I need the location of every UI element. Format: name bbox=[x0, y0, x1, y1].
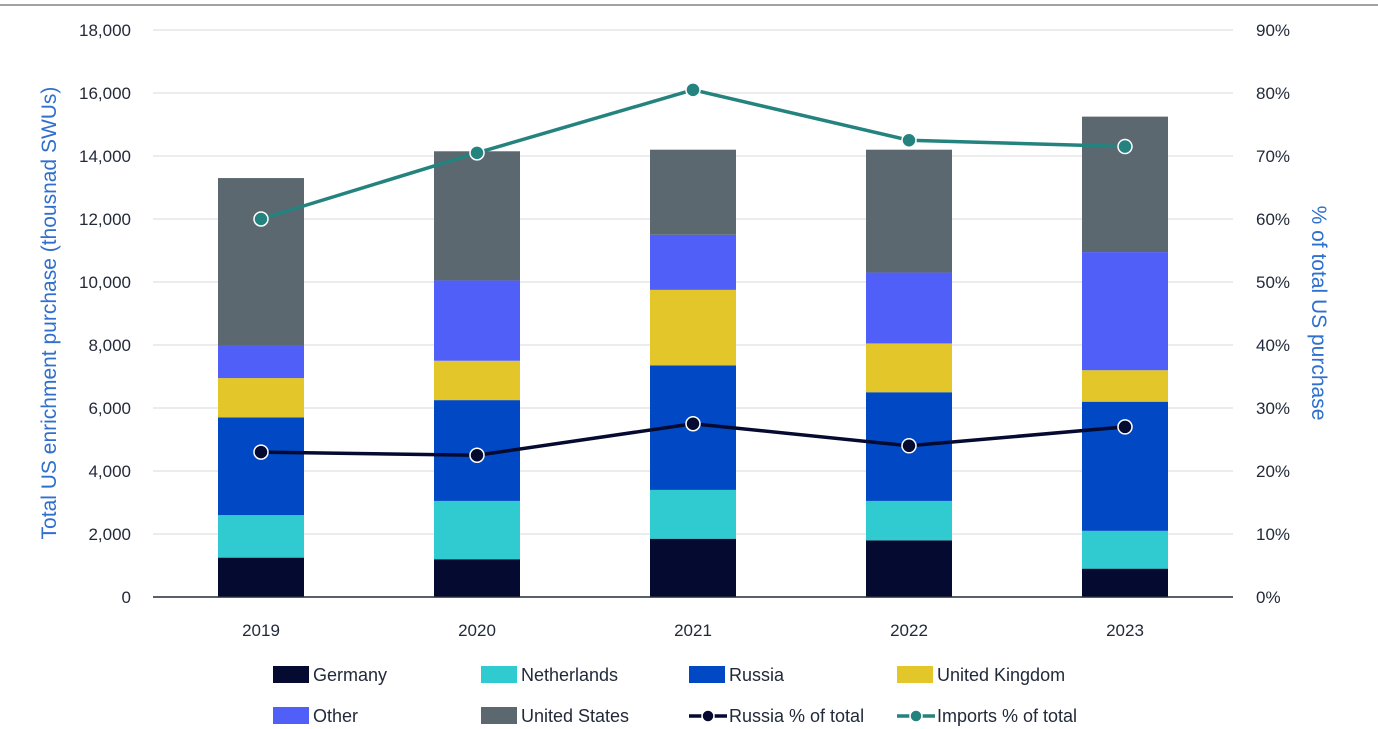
bar-segment-united-kingdom bbox=[1082, 370, 1168, 402]
bar-segment-united-states bbox=[1082, 116, 1168, 253]
bar-segment-netherlands bbox=[650, 489, 736, 539]
y2-tick-label: 90% bbox=[1256, 21, 1290, 40]
point-imports-of-total bbox=[253, 211, 269, 227]
bar-segment-germany bbox=[650, 538, 736, 597]
legend-label-netherlands: Netherlands bbox=[521, 665, 618, 685]
bar-segment-united-kingdom bbox=[866, 343, 952, 393]
right-y-axis-title: % of total US purchase bbox=[1307, 206, 1330, 421]
y-tick-label: 12,000 bbox=[79, 210, 131, 229]
y2-tick-label: 10% bbox=[1256, 525, 1290, 544]
legend-label-united-states: United States bbox=[521, 706, 629, 726]
point-imports-of-total bbox=[469, 145, 485, 161]
line-series bbox=[253, 82, 1133, 463]
y-tick-label: 8,000 bbox=[88, 336, 131, 355]
x-tick-label: 2023 bbox=[1106, 621, 1144, 640]
point-russia-of-total bbox=[1117, 419, 1133, 435]
bar-segment-other bbox=[434, 280, 520, 361]
legend-label-germany: Germany bbox=[313, 665, 387, 685]
bar-segment-other bbox=[866, 272, 952, 344]
x-tick-label: 2020 bbox=[458, 621, 496, 640]
point-russia-of-total bbox=[685, 416, 701, 432]
bar-segment-germany bbox=[218, 557, 304, 597]
y2-tick-label: 80% bbox=[1256, 84, 1290, 103]
x-tick-label: 2021 bbox=[674, 621, 712, 640]
bar-segment-united-states bbox=[434, 151, 520, 281]
legend-swatch-russia bbox=[689, 666, 725, 683]
point-russia-of-total bbox=[901, 438, 917, 454]
bar-segment-united-kingdom bbox=[434, 360, 520, 401]
legend-swatch-united-kingdom bbox=[897, 666, 933, 683]
x-tick-label: 2022 bbox=[890, 621, 928, 640]
y2-tick-label: 50% bbox=[1256, 273, 1290, 292]
y-tick-label: 4,000 bbox=[88, 462, 131, 481]
bar-segment-germany bbox=[1082, 568, 1168, 597]
y-tick-label: 0 bbox=[122, 588, 131, 607]
point-russia-of-total bbox=[253, 444, 269, 460]
bar-segment-netherlands bbox=[434, 500, 520, 560]
legend-marker-imports-of-total bbox=[909, 709, 923, 723]
bars bbox=[218, 116, 1168, 597]
point-russia-of-total bbox=[469, 447, 485, 463]
bar-segment-united-states bbox=[866, 149, 952, 273]
y-tick-label: 18,000 bbox=[79, 21, 131, 40]
y-tick-label: 6,000 bbox=[88, 399, 131, 418]
legend-marker-russia-of-total bbox=[701, 709, 715, 723]
legend-swatch-netherlands bbox=[481, 666, 517, 683]
bar-segment-other bbox=[650, 234, 736, 290]
bar-segment-united-kingdom bbox=[218, 378, 304, 418]
left-y-axis-ticks: 0 2,000 4,000 6,000 8,000 10,000 12,000 14,000 1… bbox=[79, 21, 131, 607]
bar-segment-netherlands bbox=[1082, 530, 1168, 569]
y-tick-label: 14,000 bbox=[79, 147, 131, 166]
bar-segment-united-states bbox=[218, 178, 304, 345]
point-imports-of-total bbox=[901, 132, 917, 148]
left-y-axis-title: Total US enrichment purchase (thousnad S… bbox=[38, 87, 61, 540]
legend-label-russia: Russia bbox=[729, 665, 785, 685]
point-imports-of-total bbox=[1117, 138, 1133, 155]
y2-tick-label: 40% bbox=[1256, 336, 1290, 355]
bar-segment-germany bbox=[434, 559, 520, 597]
bar-segment-russia bbox=[218, 417, 304, 516]
bar-segment-netherlands bbox=[218, 515, 304, 558]
y2-tick-label: 30% bbox=[1256, 399, 1290, 418]
bar-segment-united-states bbox=[650, 149, 736, 235]
bar-segment-united-kingdom bbox=[650, 289, 736, 366]
y2-tick-label: 20% bbox=[1256, 462, 1290, 481]
legend: Germany Netherlands Russia United Kingdom Ot… bbox=[273, 665, 1077, 726]
y2-tick-label: 0% bbox=[1256, 588, 1281, 607]
bar-segment-germany bbox=[866, 540, 952, 597]
legend-swatch-united-states bbox=[481, 707, 517, 724]
bar-segment-other bbox=[1082, 252, 1168, 371]
y2-tick-label: 60% bbox=[1256, 210, 1290, 229]
x-axis-ticks: 2019 2020 2021 2022 2023 bbox=[242, 621, 1144, 640]
x-tick-label: 2019 bbox=[242, 621, 280, 640]
legend-label-russia-of-total: Russia % of total bbox=[729, 706, 864, 726]
legend-label-imports-of-total: Imports % of total bbox=[937, 706, 1077, 726]
y-tick-label: 16,000 bbox=[79, 84, 131, 103]
legend-label-other: Other bbox=[313, 706, 358, 726]
bar-segment-netherlands bbox=[866, 500, 952, 541]
y-tick-label: 2,000 bbox=[88, 525, 131, 544]
legend-swatch-other bbox=[273, 707, 309, 724]
y-tick-label: 10,000 bbox=[79, 273, 131, 292]
right-y-axis-ticks: 0% 10% 20% 30% 40% 50% 60% 70% 80% 90% bbox=[1256, 21, 1290, 607]
bar-segment-other bbox=[218, 345, 304, 379]
point-imports-of-total bbox=[685, 82, 701, 98]
legend-swatch-germany bbox=[273, 666, 309, 683]
y2-tick-label: 70% bbox=[1256, 147, 1290, 166]
legend-label-united-kingdom: United Kingdom bbox=[937, 665, 1065, 685]
